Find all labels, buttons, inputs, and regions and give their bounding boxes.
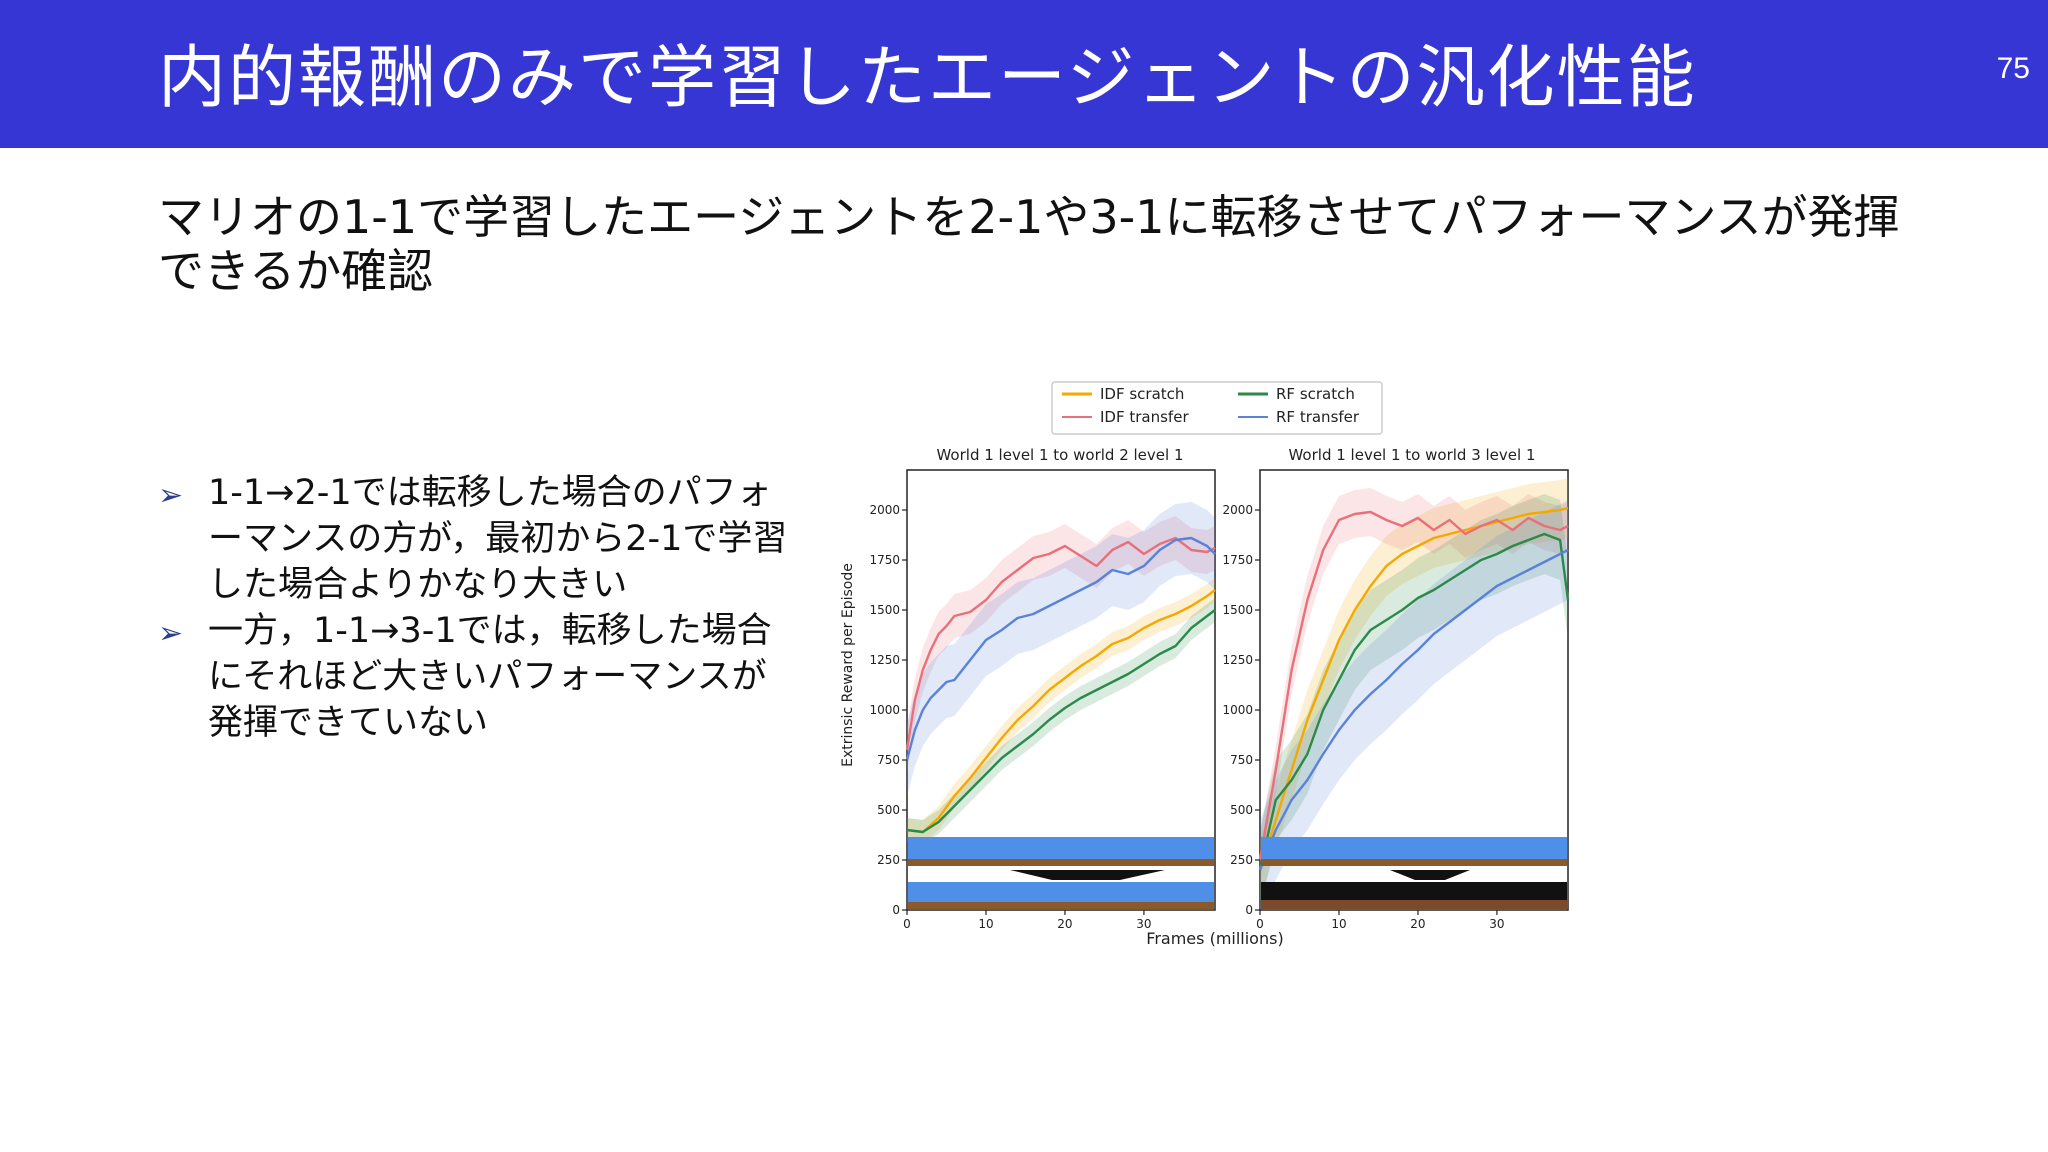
slide-header: 内的報酬のみで学習したエージェントの汎化性能 75 xyxy=(0,0,2048,148)
series-line-idf-transfer xyxy=(905,536,1216,751)
legend-label-rf-transfer: RF transfer xyxy=(1276,408,1360,426)
arrow-bullet-icon: ➢ xyxy=(158,478,184,513)
y-tick-label: 1750 xyxy=(1222,553,1253,567)
series-band-rf-transfer xyxy=(1260,500,1568,910)
level-zoom-connector xyxy=(1390,870,1470,880)
level-zoom-connector xyxy=(1010,870,1165,880)
legend-label-idf-scratch: IDF scratch xyxy=(1100,385,1184,403)
series-band-rf-scratch xyxy=(907,598,1215,844)
x-tick-label: 10 xyxy=(978,917,993,931)
chart-panel-1: 0 250 500 750 1000 1250 1500 1750 2000 0 10 20 30 xyxy=(869,469,1216,931)
y-tick-label: 1500 xyxy=(1222,603,1253,617)
y-tick-label: 1500 xyxy=(869,603,900,617)
y-tick-label: 2000 xyxy=(869,503,900,517)
mario-level-strip-2 xyxy=(1261,837,1567,909)
legend-label-rf-scratch: RF scratch xyxy=(1276,385,1355,403)
series-band-idf-transfer xyxy=(1260,488,1568,884)
series-line-idf-scratch xyxy=(906,589,1216,834)
chart-svg: IDF scratch IDF transfer RF scratch RF t… xyxy=(840,381,1570,948)
x-tick-label: 30 xyxy=(1136,917,1151,931)
level-ground-top xyxy=(908,859,1214,866)
level-ground-top xyxy=(1261,859,1567,866)
level-ground-bottom xyxy=(1261,900,1567,909)
y-tick-label: 250 xyxy=(1230,853,1253,867)
y-tick-label: 0 xyxy=(892,903,900,917)
x-axis-label: Frames (millions) xyxy=(1146,929,1283,948)
level-ground-bottom xyxy=(908,902,1214,909)
series-line-idf-scratch xyxy=(1258,506,1569,871)
y-tick-label: 750 xyxy=(1230,753,1253,767)
series-line-rf-transfer xyxy=(905,536,1216,761)
panel-title-2: World 1 level 1 to world 3 level 1 xyxy=(1288,446,1535,464)
x-tick-label: 30 xyxy=(1489,917,1504,931)
series-line-rf-scratch xyxy=(906,609,1216,834)
page-number: 75 xyxy=(1996,52,2030,85)
chart-figure: IDF scratch IDF transfer RF scratch RF t… xyxy=(830,370,1590,960)
chart-panel-2: 0 250 500 750 1000 1250 1500 1750 2000 0 10 20 30 xyxy=(1222,469,1570,931)
series-line-rf-scratch xyxy=(1258,532,1570,871)
y-tick-label: 1750 xyxy=(869,553,900,567)
x-tick-label: 10 xyxy=(1331,917,1346,931)
x-tick-label: 0 xyxy=(903,917,911,931)
x-tick-label: 0 xyxy=(1256,917,1264,931)
slide-subtitle: マリオの1-1で学習したエージェントを2-1や3-1に転移させてパフォーマンスが… xyxy=(158,190,1900,298)
bullet-list: ➢ 1-1→2-1では転移した場合のパフォーマンスの方が，最初から2-1で学習した… xyxy=(158,470,798,746)
x-tick-label: 20 xyxy=(1057,917,1072,931)
x-tick-label: 20 xyxy=(1410,917,1425,931)
bullet-item: ➢ 一方，1-1→3-1では，転移した場合にそれほど大きいパフォーマンスが発揮でき… xyxy=(158,608,798,746)
mario-level-strip-1 xyxy=(908,837,1214,909)
y-tick-label: 750 xyxy=(877,753,900,767)
series-line-idf-transfer xyxy=(1258,510,1569,861)
series-line-rf-transfer xyxy=(1258,548,1569,871)
slide-title: 内的報酬のみで学習したエージェントの汎化性能 xyxy=(158,39,1697,118)
y-tick-label: 1000 xyxy=(1222,703,1253,717)
panel-title-1: World 1 level 1 to world 2 level 1 xyxy=(936,446,1183,464)
chart-legend: IDF scratch IDF transfer RF scratch RF t… xyxy=(1051,381,1383,435)
y-tick-label: 250 xyxy=(877,853,900,867)
y-tick-label: 2000 xyxy=(1222,503,1253,517)
bullet-item: ➢ 1-1→2-1では転移した場合のパフォーマンスの方が，最初から2-1で学習した… xyxy=(158,470,798,608)
bullet-text: 一方，1-1→3-1では，転移した場合にそれほど大きいパフォーマンスが発揮できて… xyxy=(208,611,772,743)
series-band-idf-transfer xyxy=(907,516,1215,772)
series-band-rf-transfer xyxy=(907,502,1215,796)
y-tick-label: 1000 xyxy=(869,703,900,717)
bullet-text: 1-1→2-1では転移した場合のパフォーマンスの方が，最初から2-1で学習した場… xyxy=(208,473,788,605)
y-tick-label: 1250 xyxy=(869,653,900,667)
y-tick-label: 500 xyxy=(1230,803,1253,817)
arrow-bullet-icon: ➢ xyxy=(158,616,184,651)
legend-label-idf-transfer: IDF transfer xyxy=(1100,408,1189,426)
y-axis-label: Extrinsic Reward per Episode xyxy=(840,563,856,767)
y-tick-label: 0 xyxy=(1245,903,1253,917)
series-band-idf-scratch xyxy=(1260,478,1568,900)
y-tick-label: 1250 xyxy=(1222,653,1253,667)
y-tick-label: 500 xyxy=(877,803,900,817)
